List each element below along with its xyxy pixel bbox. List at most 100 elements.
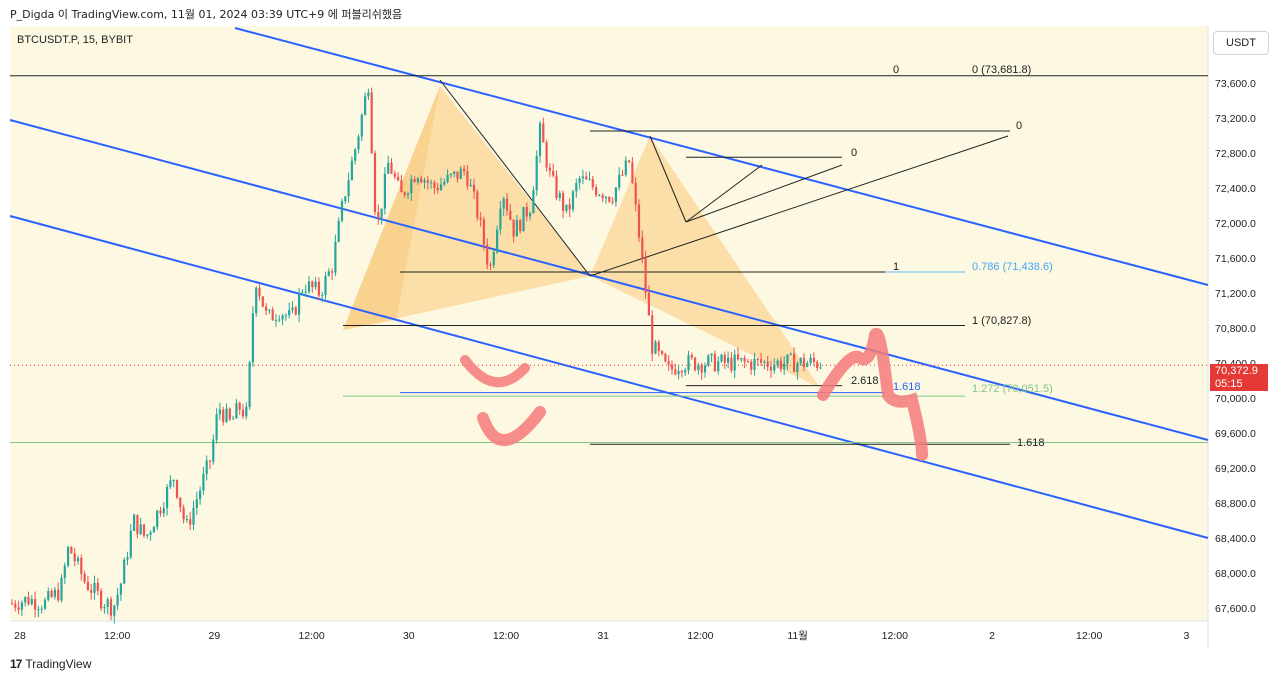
candle-body (496, 229, 499, 253)
current-price-timer: 05:15 (1215, 378, 1243, 390)
candle-body (446, 174, 449, 182)
fib-label-1: 1 (70,827.8) (972, 315, 1031, 327)
currency-button[interactable]: USDT (1213, 31, 1269, 55)
top-bar: P_Digda 이 TradingView.com, 11월 01, 2024 … (0, 0, 1280, 26)
fib-label-1618-blue: 1.618 (893, 381, 921, 393)
candle-body (403, 192, 406, 196)
candle-body (251, 313, 254, 363)
x-axis-tick-label: 29 (209, 630, 221, 642)
candle-body (571, 191, 575, 210)
candle-body (578, 178, 581, 183)
pattern-leg-3 (589, 135, 1009, 277)
candle-body (647, 292, 650, 316)
candle-body (730, 357, 733, 371)
symbol-title: BTCUSDT.P, 15, BYBIT (17, 34, 133, 46)
x-axis-tick-label: 12:00 (298, 630, 324, 642)
brand-name: TradingView (25, 657, 92, 671)
candle-body (812, 357, 815, 363)
candle-body (687, 355, 690, 371)
candle-body (529, 213, 532, 217)
candle-body (169, 480, 172, 487)
candle-body (492, 252, 495, 266)
x-axis-tick-label: 31 (597, 630, 609, 642)
candle-body (565, 204, 568, 211)
candle-body (789, 353, 792, 355)
brand-footer[interactable]: 17 TradingView (10, 657, 91, 671)
current-price-tag: 70,372.9 05:15 (1210, 364, 1268, 391)
published-text: P_Digda 이 TradingView.com, 11월 01, 2024 … (10, 8, 403, 21)
candle-body (195, 499, 198, 508)
candle-body (542, 123, 545, 143)
candle-body (723, 354, 726, 363)
candle-body (185, 519, 188, 521)
red-scribble-1 (477, 406, 546, 446)
candle-body (608, 196, 611, 202)
candle-body (819, 367, 822, 369)
candle-body (631, 162, 634, 183)
candle-body (489, 264, 492, 266)
candle-body (420, 178, 423, 183)
fib-label-0-right: 0 (73,681.8) (972, 64, 1031, 76)
candle-body (205, 460, 208, 474)
candle-body (321, 294, 324, 296)
candle-body (126, 557, 129, 560)
candle-body (433, 182, 436, 188)
candle-body (14, 603, 17, 608)
candle-body (538, 123, 542, 156)
candle-body (611, 201, 614, 203)
candle-body (20, 602, 23, 610)
candle-body (426, 180, 429, 183)
candle-body (562, 193, 565, 211)
candle-body (10, 603, 14, 605)
y-axis-tick-label: 68,800.0 (1215, 498, 1256, 510)
fib-label-0-left: 0 (893, 64, 899, 76)
candle-body (232, 418, 235, 420)
candle-body (17, 607, 20, 610)
candle-body (786, 354, 789, 364)
candle-body (806, 363, 809, 367)
candle-body (317, 281, 320, 296)
candle-body (416, 178, 419, 183)
candle-body (707, 355, 710, 366)
y-axis-tick-label: 72,400.0 (1215, 183, 1256, 195)
candle-body (238, 402, 241, 410)
x-axis-tick-label: 12:00 (493, 630, 519, 642)
pattern-leg-2 (685, 164, 763, 223)
channel-line-1 (9, 119, 1209, 441)
candle-body (298, 292, 301, 315)
candle-body (281, 315, 284, 320)
candle-body (664, 353, 667, 362)
candle-body (746, 361, 749, 363)
candle-body (241, 409, 245, 417)
candle-body (796, 363, 799, 373)
candle-body (802, 357, 806, 367)
candle-body (357, 136, 360, 150)
candle-body (779, 360, 782, 370)
candle-body (545, 142, 548, 168)
candle-body (684, 370, 687, 373)
candle-body (360, 114, 363, 137)
candle-body (387, 162, 390, 174)
candle-body (152, 527, 155, 533)
candle-body (301, 291, 304, 293)
tradingview-logo-icon: 17 (10, 657, 22, 671)
candle-body (208, 460, 212, 462)
y-axis-tick-label: 68,000.0 (1215, 568, 1256, 580)
candle-body (463, 168, 466, 172)
x-axis-tick-label: 12:00 (104, 630, 130, 642)
x-axis-tick-label: 12:00 (1076, 630, 1102, 642)
candle-body (179, 497, 182, 508)
candle-body (799, 357, 802, 364)
candle-body (73, 553, 76, 562)
y-axis-tick-label: 72,000.0 (1215, 218, 1256, 230)
candle-body (113, 605, 116, 616)
y-axis-tick-label: 73,600.0 (1215, 78, 1256, 90)
candle-body (284, 315, 287, 317)
candle-body (670, 364, 674, 370)
candle-body (710, 353, 713, 356)
fib-label-0-upper: 0 (1016, 120, 1022, 132)
x-axis-tick-label: 12:00 (687, 630, 713, 642)
candle-body (70, 546, 73, 554)
candle-body (568, 204, 571, 210)
